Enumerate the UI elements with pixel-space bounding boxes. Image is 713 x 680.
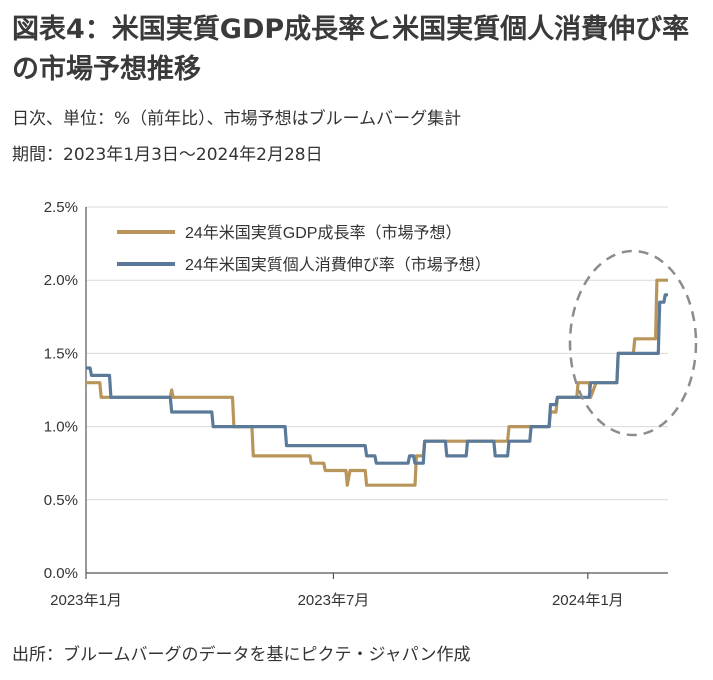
- chart-title: 図表4：米国実質GDP成長率と米国実質個人消費伸び率の市場予想推移: [12, 14, 690, 85]
- y-tick-label: 2.0%: [44, 272, 78, 289]
- legend-item-consumption: 24年米国実質個人消費伸び率（市場予想）: [117, 256, 491, 274]
- y-tick-label: 1.5%: [44, 345, 78, 362]
- chart-subtitle-period: 期間：2023年1月3日～2024年2月28日: [12, 145, 323, 165]
- y-tick-label: 0.5%: [44, 492, 78, 509]
- y-tick-label: 0.0%: [44, 565, 78, 582]
- chart-subtitle-unit: 日次、単位：%（前年比）、市場予想はブルームバーグ集計: [12, 109, 462, 129]
- x-tick-label: 2023年7月: [298, 592, 370, 609]
- line-chart: 0.0% 0.5% 1.0% 1.5% 2.0% 2.5% 2023年1月 2023年7月 20…: [44, 199, 698, 609]
- x-tick-label: 2024年1月: [552, 592, 624, 609]
- y-tick-label: 2.5%: [44, 199, 78, 216]
- legend-label-gdp: 24年米国実質GDP成長率（市場予想）: [185, 224, 461, 242]
- legend-item-gdp: 24年米国実質GDP成長率（市場予想）: [117, 224, 461, 242]
- series-lines: [86, 278, 668, 487]
- series-line-gdp: [86, 278, 668, 487]
- y-tick-label: 1.0%: [44, 419, 78, 436]
- highlight-ellipse: [568, 249, 698, 437]
- grid-lines: [86, 206, 668, 501]
- legend-label-consumption: 24年米国実質個人消費伸び率（市場予想）: [185, 256, 491, 274]
- axes: 0.0% 0.5% 1.0% 1.5% 2.0% 2.5% 2023年1月 2023年7月 20…: [44, 199, 668, 609]
- series-line-consumption: [86, 293, 668, 465]
- legend: 24年米国実質GDP成長率（市場予想） 24年米国実質個人消費伸び率（市場予想）: [117, 224, 491, 274]
- source-note: 出所：ブルームバーグのデータを基にピクテ・ジャパン作成: [12, 645, 471, 665]
- x-tick-label: 2023年1月: [50, 592, 122, 609]
